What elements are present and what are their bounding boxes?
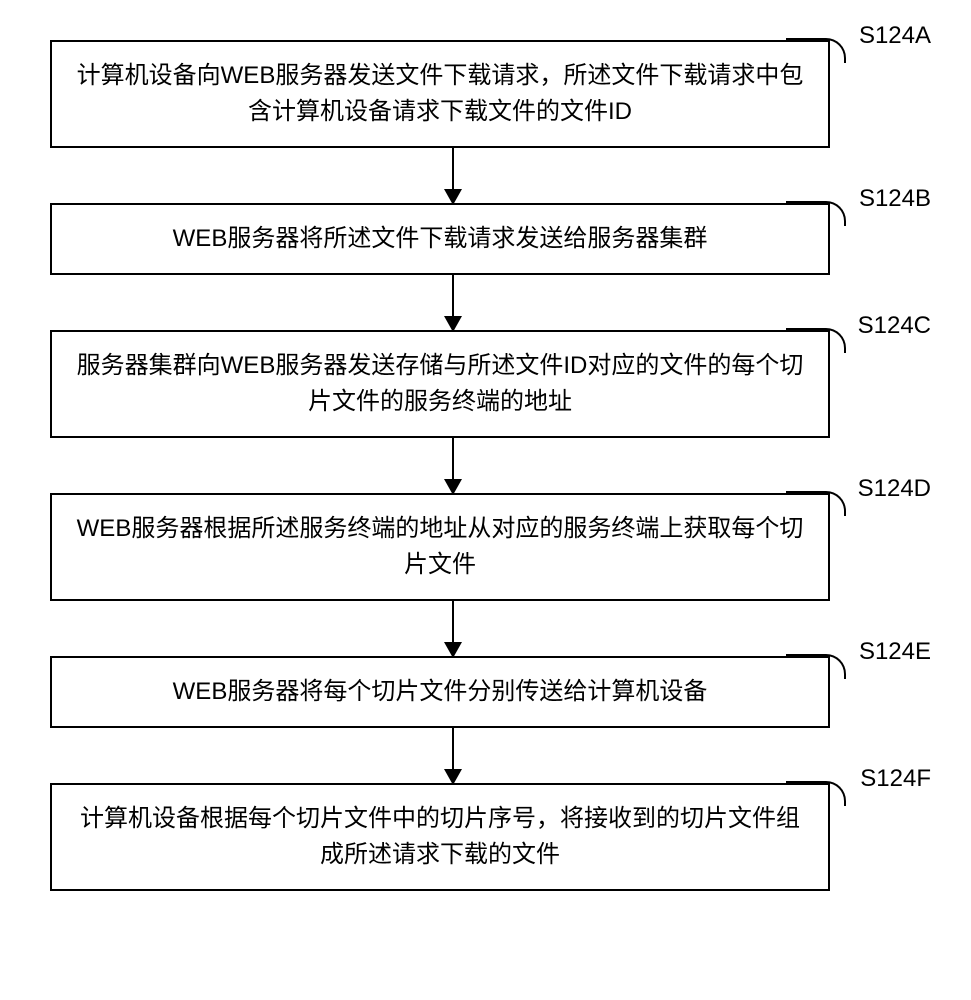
arrow-1 [452,148,454,203]
step-box-4: WEB服务器根据所述服务终端的地址从对应的服务终端上获取每个切片文件 [50,493,830,601]
arrow-container-2 [0,275,919,330]
step-label-6: S124F [860,765,931,793]
step-label-1: S124A [859,22,931,50]
step-label-5: S124E [859,638,931,666]
step-row-1: 计算机设备向WEB服务器发送文件下载请求，所述文件下载请求中包含计算机设备请求下… [20,40,951,148]
arrow-2 [452,275,454,330]
step-box-2: WEB服务器将所述文件下载请求发送给服务器集群 [50,203,830,275]
step-text-1: 计算机设备向WEB服务器发送文件下载请求，所述文件下载请求中包含计算机设备请求下… [72,58,808,130]
step-row-3: 服务器集群向WEB服务器发送存储与所述文件ID对应的文件的每个切片文件的服务终端… [20,330,951,438]
step-box-3: 服务器集群向WEB服务器发送存储与所述文件ID对应的文件的每个切片文件的服务终端… [50,330,830,438]
step-label-3: S124C [858,312,931,340]
flowchart-container: 计算机设备向WEB服务器发送文件下载请求，所述文件下载请求中包含计算机设备请求下… [20,20,951,891]
connector-6 [786,781,846,806]
connector-3 [786,328,846,353]
step-row-4: WEB服务器根据所述服务终端的地址从对应的服务终端上获取每个切片文件 S124D [20,493,951,601]
arrow-container-3 [0,438,919,493]
connector-2 [786,201,846,226]
step-box-1: 计算机设备向WEB服务器发送文件下载请求，所述文件下载请求中包含计算机设备请求下… [50,40,830,148]
step-row-6: 计算机设备根据每个切片文件中的切片序号，将接收到的切片文件组成所述请求下载的文件… [20,783,951,891]
step-text-6: 计算机设备根据每个切片文件中的切片序号，将接收到的切片文件组成所述请求下载的文件 [72,801,808,873]
connector-1 [786,38,846,63]
connector-4 [786,491,846,516]
arrow-4 [452,601,454,656]
step-text-3: 服务器集群向WEB服务器发送存储与所述文件ID对应的文件的每个切片文件的服务终端… [72,348,808,420]
step-text-4: WEB服务器根据所述服务终端的地址从对应的服务终端上获取每个切片文件 [72,511,808,583]
arrow-container-5 [0,728,919,783]
step-box-6: 计算机设备根据每个切片文件中的切片序号，将接收到的切片文件组成所述请求下载的文件 [50,783,830,891]
step-row-5: WEB服务器将每个切片文件分别传送给计算机设备 S124E [20,656,951,728]
step-box-5: WEB服务器将每个切片文件分别传送给计算机设备 [50,656,830,728]
arrow-3 [452,438,454,493]
step-label-2: S124B [859,185,931,213]
step-label-4: S124D [858,475,931,503]
step-text-2: WEB服务器将所述文件下载请求发送给服务器集群 [173,221,708,257]
arrow-5 [452,728,454,783]
step-row-2: WEB服务器将所述文件下载请求发送给服务器集群 S124B [20,203,951,275]
connector-5 [786,654,846,679]
arrow-container-4 [0,601,919,656]
arrow-container-1 [0,148,919,203]
step-text-5: WEB服务器将每个切片文件分别传送给计算机设备 [173,674,708,710]
